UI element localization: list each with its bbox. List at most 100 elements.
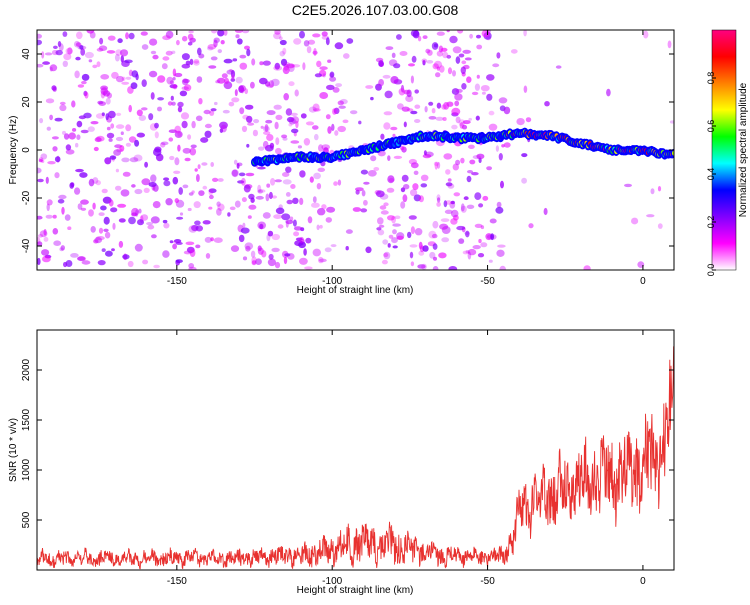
heatmap-speckle [365,85,374,89]
heatmap-speckle [523,85,528,93]
heatmap-speckle [221,73,228,79]
heatmap-speckle [277,224,284,229]
heatmap-speckle [299,170,306,178]
heatmap-speckle [282,66,290,75]
heatmap-speckle [197,164,201,170]
heatmap-speckle [140,214,149,221]
heatmap-speckle [246,143,250,148]
heatmap-speckle [140,31,148,36]
heatmap-speckle [467,170,473,174]
colorbar-tick-label: 0.2 [706,216,716,229]
heatmap-speckle [521,177,527,184]
heatmap-speckle [312,108,321,112]
y-tick-label: 40 [21,48,32,60]
heatmap-speckle [228,101,235,107]
heatmap-speckle [392,133,396,138]
heatmap-speckle [115,185,122,191]
heatmap-speckle [196,174,200,182]
heatmap-speckle [43,236,49,242]
heatmap-speckle [90,121,99,125]
heatmap-speckle [213,37,220,43]
heatmap-speckle [153,264,160,269]
heatmap-speckle [99,37,104,45]
heatmap-speckle [379,205,387,210]
heatmap-speckle [109,155,117,160]
heatmap-speckle [312,103,320,112]
heatmap-speckle [37,215,43,220]
heatmap-speckle [367,170,377,177]
heatmap-speckle [263,131,271,135]
heatmap-speckle [414,228,423,236]
heatmap-speckle [233,159,238,165]
heatmap-speckle [440,47,448,52]
heatmap-speckle [476,74,480,79]
heatmap-speckle [141,44,149,50]
heatmap-speckle [523,30,527,37]
heatmap-speckle [495,206,504,214]
heatmap-speckle [137,219,144,226]
heatmap-speckle [92,202,96,210]
heatmap-speckle [400,145,405,151]
heatmap-speckle [323,147,329,153]
heatmap-speckle [410,261,415,267]
heatmap-speckle [422,154,432,159]
heatmap-speckle [433,161,439,166]
heatmap-speckle [104,231,111,239]
heatmap-speckle [306,46,312,54]
heatmap-speckle [97,100,104,105]
heatmap-speckle [338,105,346,109]
heatmap-speckle [299,257,308,265]
heatmap-speckle [148,113,154,121]
heatmap-speckle [262,60,271,66]
heatmap-speckle [268,253,274,260]
heatmap-speckle [452,70,456,77]
heatmap-speckle [172,77,176,81]
heatmap-speckle [227,212,231,217]
heatmap-speckle [106,132,115,139]
heatmap-speckle [412,30,420,39]
heatmap-speckle [282,179,292,185]
heatmap-speckle [135,209,139,217]
heatmap-speckle [65,47,73,55]
heatmap-speckle [92,64,98,69]
heatmap-speckle [37,63,44,68]
heatmap-speckle [454,100,460,107]
heatmap-speckle [37,241,43,247]
heatmap-speckle [219,128,224,134]
heatmap-speckle [429,251,436,259]
heatmap-speckle [304,266,313,270]
heatmap-speckle [266,233,271,242]
heatmap-speckle [176,216,184,220]
heatmap-speckle [105,250,113,257]
heatmap-speckle [383,111,393,116]
heatmap-speckle [274,121,279,130]
heatmap-speckle [136,132,145,138]
heatmap-speckle [115,136,124,142]
heatmap-speckle [98,212,105,217]
heatmap-speckle [440,218,450,223]
heatmap-speckle [322,73,326,78]
heatmap-speckle [432,266,439,270]
heatmap-speckle [431,108,436,114]
heatmap-speckle [232,58,238,62]
colorbar: 0.0 0.2 0.4 0.6 0.8 Normalized spectral ampl… [706,29,749,276]
heatmap-speckle [449,35,458,44]
heatmap-speckle [439,223,449,230]
heatmap-speckle [181,53,190,61]
heatmap-speckle [259,61,264,66]
heatmap-speckle [41,159,45,163]
x-tick-label: 0 [640,276,646,287]
heatmap-speckle [392,245,398,249]
heatmap-speckle [337,179,342,186]
heatmap-speckle [69,182,74,189]
heatmap-speckle [97,260,106,266]
heatmap-speckle [503,106,511,115]
heatmap-speckle [59,104,67,112]
heatmap-speckle [46,126,51,131]
heatmap-speckle [396,34,402,40]
heatmap-speckle [318,144,324,152]
heatmap-speckle [461,60,467,65]
heatmap-speckle [445,200,452,205]
heatmap-speckle [214,101,218,106]
heatmap-speckle [450,209,459,218]
